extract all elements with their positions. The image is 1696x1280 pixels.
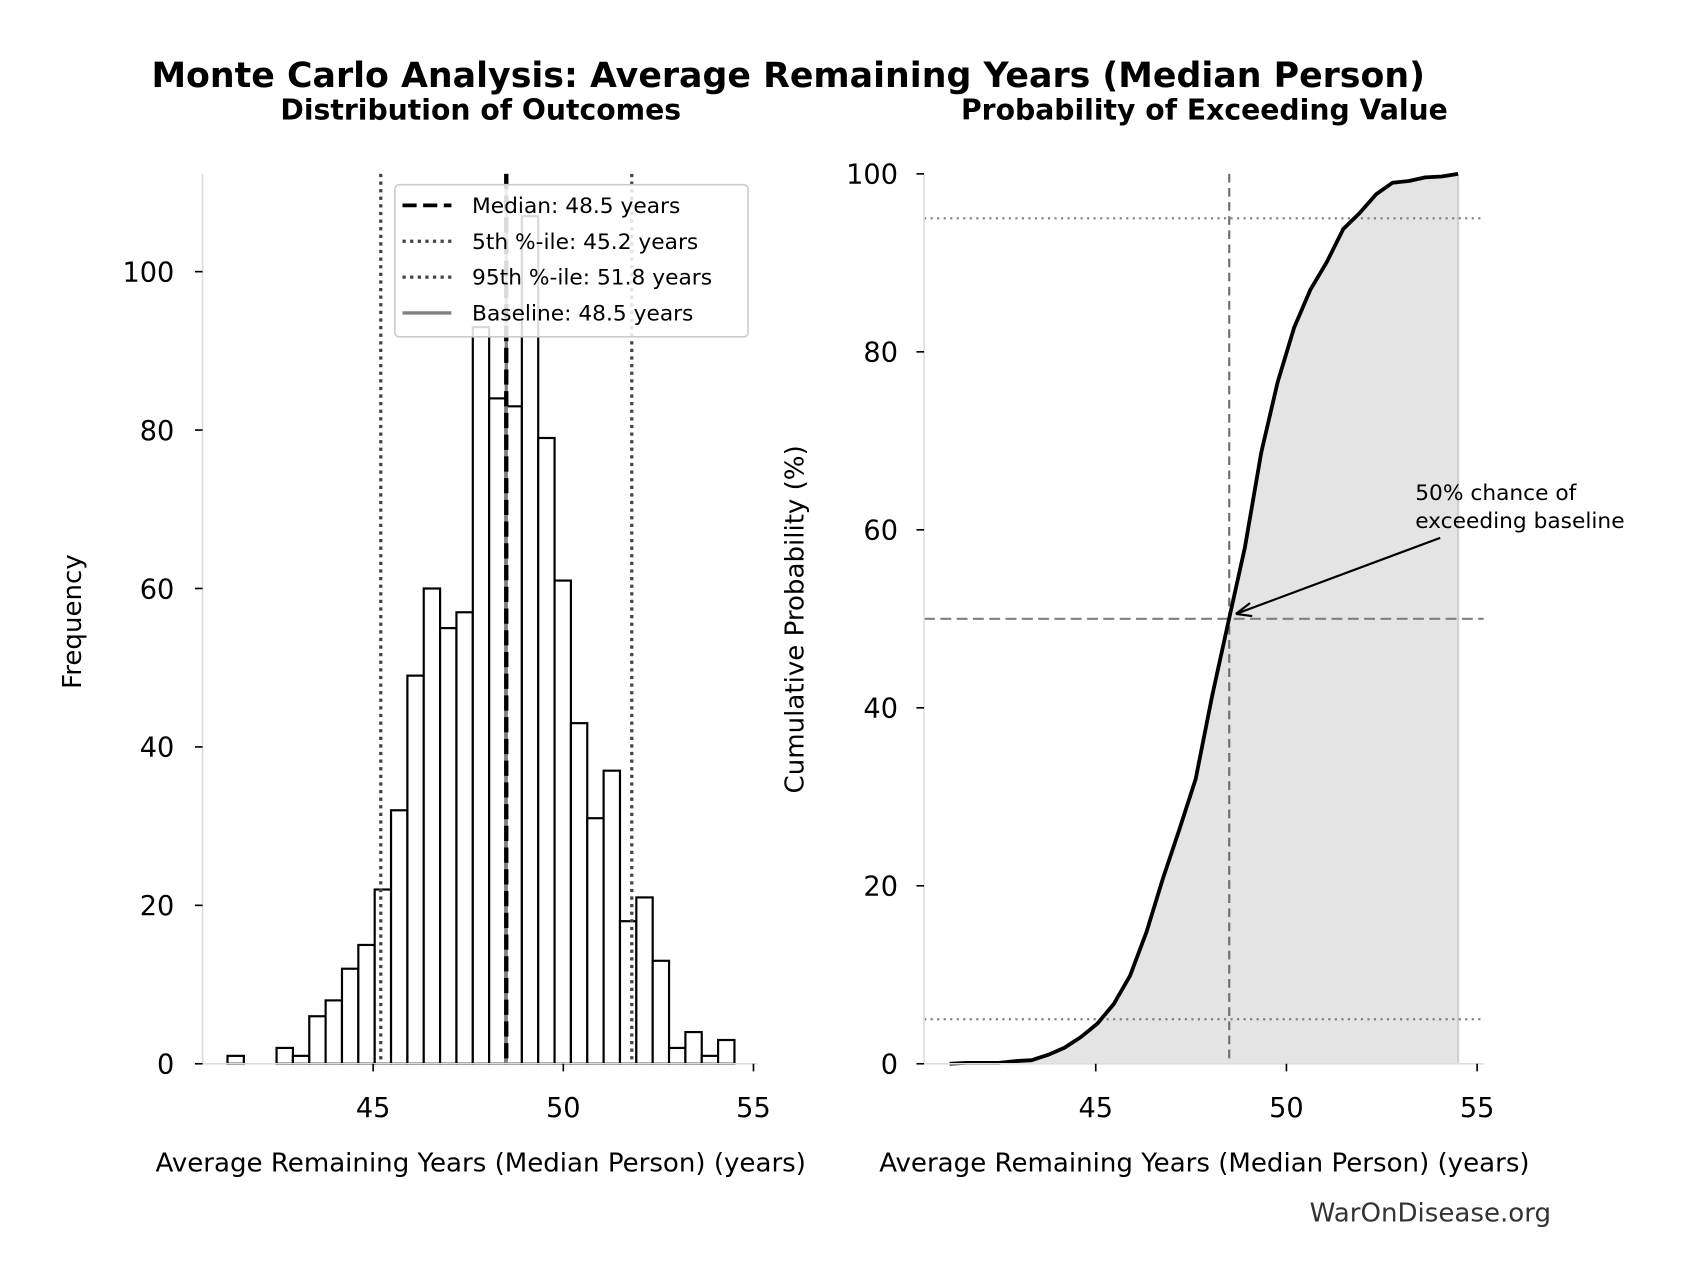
annotation-line-1: 50% chance of: [1415, 481, 1577, 506]
y-tick-label: 80: [863, 338, 898, 369]
histogram-bar: [308, 1015, 327, 1065]
histogram-bar: [422, 587, 442, 1065]
y-tick-label: 60: [863, 516, 898, 547]
histogram-bar: [651, 959, 671, 1065]
histogram-bar: [455, 611, 474, 1065]
annotation: 50% chance of exceeding baseline: [1235, 481, 1625, 618]
x-tick-label: 50: [546, 1093, 581, 1124]
cdf-y-label: Cumulative Probability (%): [780, 445, 810, 793]
histogram-bar: [684, 1030, 703, 1065]
histogram-bar: [291, 1054, 311, 1065]
histogram-bar: [717, 1038, 736, 1065]
y-tick-label: 40: [140, 733, 175, 764]
y-tick-label: 100: [122, 257, 174, 288]
histogram-bar: [537, 436, 556, 1065]
histogram-bar: [389, 809, 409, 1065]
histogram-bar: [602, 769, 622, 1065]
arrow-head-icon: [1235, 602, 1253, 618]
histogram-bar: [553, 579, 573, 1065]
histogram-bar: [275, 1046, 295, 1065]
histogram-bar: [324, 999, 344, 1065]
histogram-bar: [569, 722, 589, 1065]
y-tick-label: 60: [140, 574, 175, 605]
y-tick-label: 100: [846, 160, 898, 191]
histogram-bar: [667, 1046, 687, 1065]
x-tick-label: 50: [1269, 1093, 1304, 1124]
histogram-bar: [471, 326, 491, 1065]
cdf-ticks: 45 50 55 0 20 40 60 80 100: [846, 160, 1494, 1124]
x-tick-label: 55: [1460, 1093, 1495, 1124]
histogram-ticks: 45 50 55 0 20 40 60 80 100: [122, 257, 770, 1124]
histogram-bar: [406, 674, 425, 1065]
legend-box: [394, 183, 749, 338]
histogram-bar: [373, 888, 393, 1065]
cdf-panel: Probability of Exceeding Value 45 50 55 0 20…: [780, 94, 1624, 1179]
legend-median: Median: 48.5 years: [472, 194, 680, 219]
histogram-bar: [618, 920, 638, 1065]
figure-title: Monte Carlo Analysis: Average Remaining …: [151, 56, 1425, 96]
legend: Median: 48.5 years 5th %-ile: 45.2 years…: [394, 183, 749, 338]
x-tick-label: 45: [1078, 1093, 1113, 1124]
x-tick-label: 55: [736, 1093, 771, 1124]
histogram-x-label: Average Remaining Years (Median Person) …: [156, 1148, 806, 1178]
histogram-bars: [226, 215, 736, 1065]
y-tick-label: 20: [863, 872, 898, 903]
x-tick-label: 45: [356, 1093, 391, 1124]
y-tick-label: 0: [881, 1050, 898, 1081]
cdf-title: Probability of Exceeding Value: [961, 94, 1448, 127]
cdf-x-label: Average Remaining Years (Median Person) …: [879, 1148, 1529, 1178]
watermark: WarOnDisease.org: [1310, 1198, 1551, 1228]
legend-p5: 5th %-ile: 45.2 years: [472, 230, 698, 255]
annotation-arrow: [1235, 536, 1441, 615]
histogram-bar: [488, 397, 507, 1065]
cdf-area: [949, 173, 1459, 1064]
y-tick-label: 80: [140, 416, 175, 447]
histogram-bar: [340, 967, 360, 1065]
annotation-line-2: exceeding baseline: [1415, 509, 1624, 534]
y-tick-label: 20: [140, 891, 175, 922]
legend-p95: 95th %-ile: 51.8 years: [472, 266, 712, 291]
histogram-y-label: Frequency: [58, 554, 88, 689]
histogram-bar: [635, 896, 654, 1065]
histogram-bar: [439, 627, 458, 1065]
histogram-panel: Distribution of Outcomes 45 50 55 0 20 40 60 80…: [58, 94, 806, 1179]
histogram-bar: [226, 1054, 245, 1065]
y-tick-label: 40: [863, 694, 898, 725]
histogram-bar: [586, 817, 605, 1065]
histogram-title: Distribution of Outcomes: [280, 94, 681, 127]
legend-baseline: Baseline: 48.5 years: [472, 302, 693, 327]
histogram-bar: [520, 215, 540, 1065]
y-tick-label: 0: [157, 1050, 174, 1081]
cdf-line: [949, 171, 1459, 1066]
histogram-bar: [357, 943, 376, 1065]
histogram-bar: [700, 1054, 720, 1065]
